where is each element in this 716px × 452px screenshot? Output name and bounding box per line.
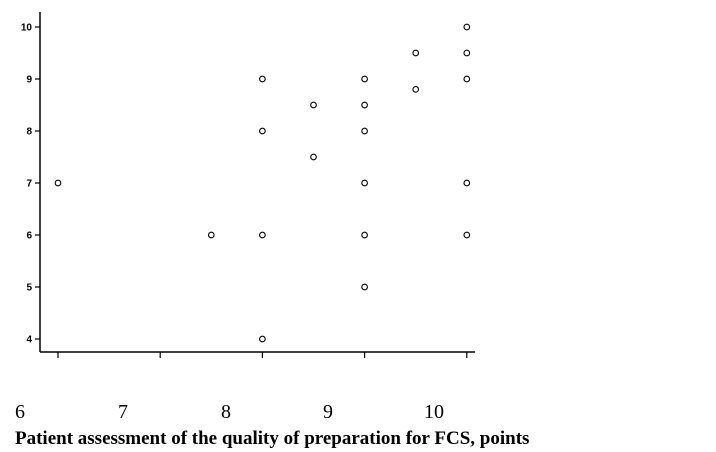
x-tick-label: 10 xyxy=(424,401,444,423)
x-axis-title: Patient assessment of the quality of pre… xyxy=(15,428,529,449)
data-point xyxy=(412,86,420,93)
data-point xyxy=(310,101,317,109)
data-point xyxy=(361,75,368,83)
data-point xyxy=(207,231,215,239)
data-point xyxy=(54,179,62,187)
x-tick-labels: 6 7 8 9 10 xyxy=(15,401,444,423)
data-point xyxy=(463,179,471,187)
x-tick-label: 6 xyxy=(15,401,25,423)
data-point xyxy=(463,231,471,239)
data-point xyxy=(463,23,471,31)
data-point xyxy=(259,75,266,83)
y-tick-label: 6 xyxy=(26,231,32,242)
x-tick-label: 9 xyxy=(323,401,333,423)
y-tick-label: 7 xyxy=(26,179,32,190)
data-point xyxy=(463,49,471,57)
data-point xyxy=(463,75,471,83)
data-point xyxy=(412,49,420,57)
axes xyxy=(39,12,475,353)
y-tick-label: 9 xyxy=(26,75,32,86)
data-point xyxy=(361,179,368,187)
y-tick-label: 5 xyxy=(26,283,32,294)
y-tick-label: 4 xyxy=(26,335,32,346)
data-point xyxy=(259,231,266,239)
data-point xyxy=(361,231,368,239)
data-point xyxy=(361,283,368,291)
y-tick-label: 10 xyxy=(21,23,33,34)
data-point xyxy=(361,101,368,109)
data-point xyxy=(259,335,266,343)
x-tick-label: 8 xyxy=(221,401,231,423)
x-tick-label: 7 xyxy=(118,401,128,423)
data-point xyxy=(310,153,317,161)
y-tick-label: 8 xyxy=(26,127,32,138)
axis-ticks: 4 5 6 7 8 9 10 xyxy=(21,23,468,358)
data-points xyxy=(54,23,471,343)
data-point xyxy=(361,127,368,135)
data-point xyxy=(259,127,266,135)
